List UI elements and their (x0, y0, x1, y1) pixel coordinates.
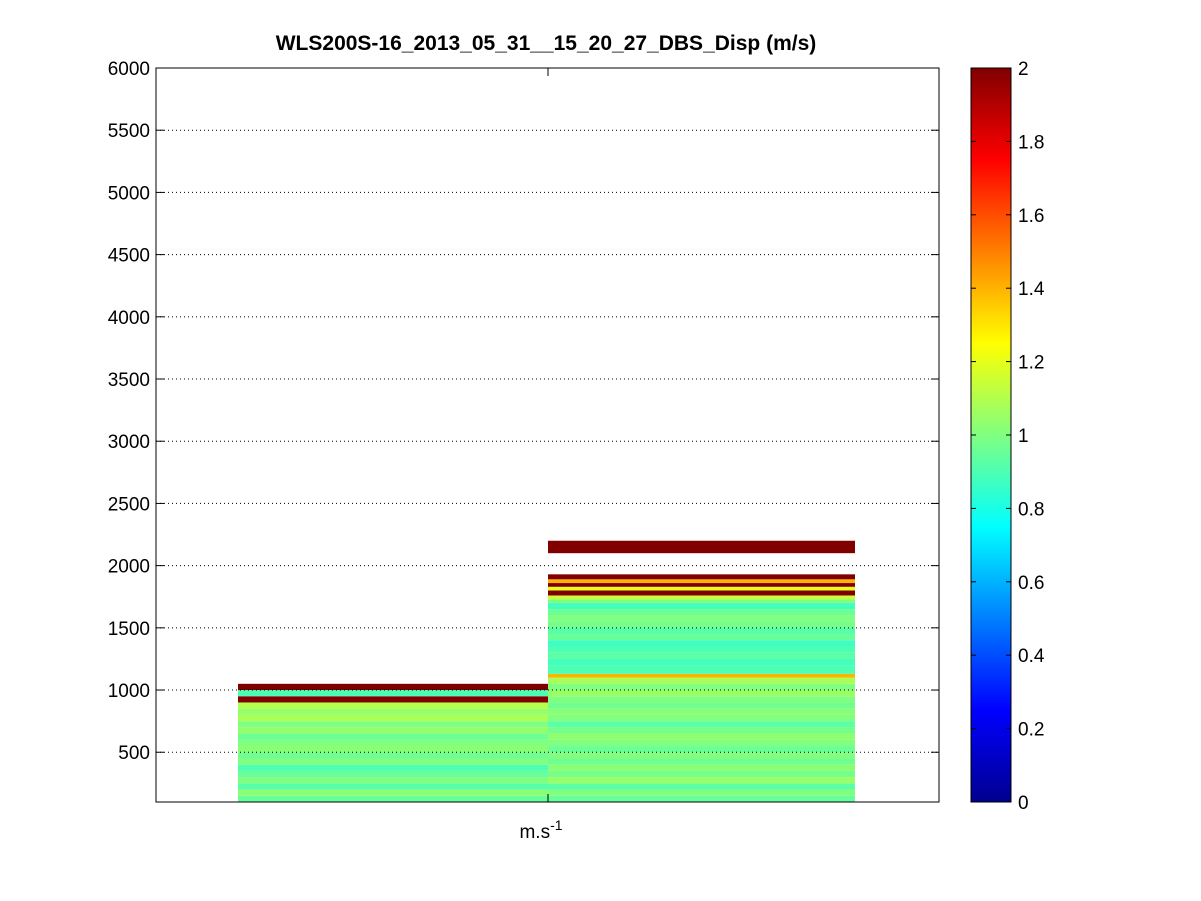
heatmap-cell-column-2-11 (548, 727, 855, 734)
x-axis-label: m.s-1 (519, 817, 562, 843)
y-gridlines (156, 129, 939, 753)
heatmap-cell-column-2-2 (548, 783, 855, 790)
heatmap-cell-column-2-33 (548, 595, 855, 600)
colorbar-tick-label-1.2: 1.2 (1018, 353, 1044, 374)
heatmap-cell-column-2-20 (548, 673, 855, 678)
colorbar-tick-label-0.4: 0.4 (1018, 646, 1045, 667)
colorbar-tick-label-0.6: 0.6 (1018, 573, 1044, 594)
colorbar-tick-label-2: 2 (1018, 59, 1029, 80)
heatmap-cell-column-1-17 (238, 690, 548, 697)
heatmap-cell-column-2-12 (548, 721, 855, 728)
colorbar-scale (971, 68, 1011, 802)
heatmap-cell-column-1-11 (238, 727, 548, 734)
heatmap-cell-column-2-6 (548, 758, 855, 765)
heatmap-cell-column-1-6 (238, 758, 548, 765)
heatmap-cell-column-1-5 (238, 764, 548, 771)
heatmap-cell-column-2-36 (548, 583, 855, 587)
heatmap-cell-column-1-7 (238, 752, 548, 759)
colorbar-tick-label-1.4: 1.4 (1018, 279, 1045, 300)
heatmap-cell-column-2-18 (548, 683, 855, 691)
heatmap-cell-column-1-1 (238, 789, 548, 796)
heatmap-cell-column-1-14 (238, 708, 548, 715)
heatmap-cell-column-1-4 (238, 770, 548, 778)
heatmap-cell-column-1-18 (238, 683, 548, 691)
y-tick-label-4000: 4000 (108, 308, 150, 329)
heatmap-cell-column-1-12 (238, 721, 548, 728)
heatmap-cell-column-1-8 (238, 746, 548, 753)
heatmap-cell-column-2-30 (548, 609, 855, 616)
heatmap-cell-column-2-39 (548, 540, 855, 554)
y-tick-label-500: 500 (118, 743, 150, 764)
y-axis: 500 1000 1500 2000 2500 3000 3500 4000 4500 5000 5… (108, 59, 939, 802)
heatmap-cell-column-2-22 (548, 658, 855, 666)
heatmap-cell-column-2-1 (548, 789, 855, 796)
y-tick-label-2000: 2000 (108, 557, 150, 578)
plot-cells (238, 540, 855, 802)
heatmap-cell-column-2-10 (548, 733, 855, 740)
heatmap-cell-column-2-0 (548, 795, 855, 802)
heatmap-cell-column-2-24 (548, 646, 855, 653)
heatmap-cell-column-2-31 (548, 602, 855, 610)
y-tick-label-3000: 3000 (108, 432, 150, 453)
heatmap-cell-column-2-5 (548, 764, 855, 771)
heatmap-cell-column-2-15 (548, 702, 855, 709)
colorbar-tick-label-1.6: 1.6 (1018, 206, 1044, 227)
colorbar-tick-label-1: 1 (1018, 426, 1029, 447)
heatmap-cell-column-1-10 (238, 733, 548, 740)
heatmap-cell-column-2-19 (548, 677, 855, 684)
heatmap-cell-column-2-14 (548, 708, 855, 715)
heatmap-cell-column-2-32 (548, 599, 855, 603)
heatmap-cell-column-2-34 (548, 590, 855, 596)
heatmap-cell-column-2-17 (548, 690, 855, 697)
y-tick-label-4500: 4500 (108, 246, 150, 267)
heatmap-cell-column-2-13 (548, 714, 855, 722)
y-tick-label-3500: 3500 (108, 370, 150, 391)
colorbar-tick-label-1.8: 1.8 (1018, 132, 1044, 153)
heatmap-cell-column-2-35 (548, 586, 855, 591)
heatmap-cell-column-2-8 (548, 746, 855, 753)
y-tick-label-1000: 1000 (108, 681, 150, 702)
heatmap-cell-column-1-13 (238, 714, 548, 722)
heatmap-cell-column-2-16 (548, 696, 855, 703)
heatmap-cell-column-2-23 (548, 652, 855, 659)
x-axis-label-exponent: -1 (550, 817, 563, 833)
heatmap-cell-column-1-16 (238, 696, 548, 703)
colorbar-tick-label-0.2: 0.2 (1018, 720, 1044, 741)
y-tick-label-5500: 5500 (108, 121, 150, 142)
heatmap-cell-column-2-28 (548, 621, 855, 628)
heatmap-cell-column-2-4 (548, 770, 855, 778)
chart-title: WLS200S-16_2013_05_31__15_20_27_DBS_Disp… (276, 32, 817, 55)
x-axis-label-base: m.s (519, 822, 550, 843)
heatmap-cell-column-1-0 (238, 795, 548, 802)
heatmap-cell-column-1-9 (238, 739, 548, 747)
heatmap-cell-column-1-15 (238, 702, 548, 709)
colorbar-tick-label-0.8: 0.8 (1018, 499, 1044, 520)
y-tick-label-2500: 2500 (108, 494, 150, 515)
y-tick-label-1500: 1500 (108, 619, 150, 640)
heatmap-cell-column-1-2 (238, 783, 548, 790)
colorbar: 0 0.2 0.4 0.6 0.8 1 1.2 1.4 1.6 1.8 2 (970, 59, 1045, 814)
heatmap-cell-column-2-26 (548, 634, 855, 641)
heatmap-cell-column-2-9 (548, 739, 855, 747)
heatmap-cell-column-2-37 (548, 579, 855, 584)
heatmap-cell-column-2-29 (548, 615, 855, 622)
colorbar-tick-label-0: 0 (1018, 793, 1029, 814)
heatmap-cell-column-2-38 (548, 574, 855, 580)
y-tick-label-6000: 6000 (108, 59, 150, 80)
heatmap-cell-column-2-25 (548, 640, 855, 647)
heatmap-cell-column-2-27 (548, 627, 855, 635)
heatmap-cell-column-2-7 (548, 752, 855, 759)
heatmap-cell-column-2-3 (548, 777, 855, 784)
heatmap-cell-column-1-3 (238, 777, 548, 784)
y-tick-label-5000: 5000 (108, 183, 150, 204)
heatmap-cell-column-2-21 (548, 665, 855, 674)
